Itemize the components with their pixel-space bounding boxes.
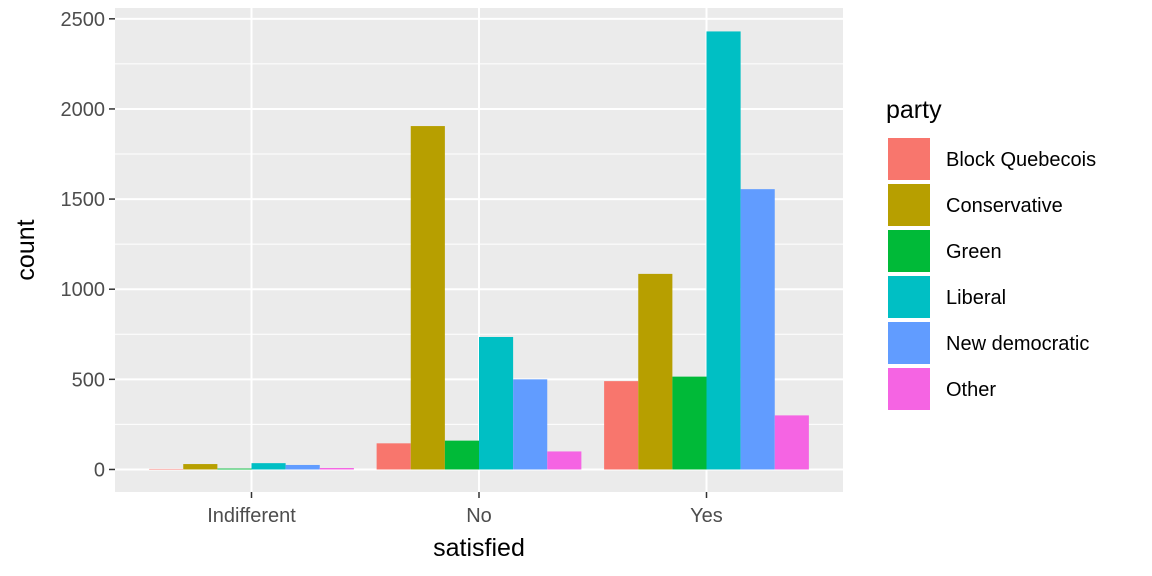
y-tick-label: 500 xyxy=(72,369,105,391)
y-tick-label: 1500 xyxy=(61,189,106,211)
legend-key xyxy=(886,136,932,182)
bar xyxy=(149,468,184,470)
legend-label: Green xyxy=(946,241,1002,263)
y-axis: 0 500 1000 1500 2000 2500 xyxy=(61,9,115,481)
legend-key xyxy=(886,366,932,412)
legend-key xyxy=(886,182,932,228)
y-tick-label: 2000 xyxy=(61,99,106,121)
bar xyxy=(706,31,741,470)
legend-label: Liberal xyxy=(946,287,1006,309)
bar xyxy=(672,376,707,470)
legend-label: Conservative xyxy=(946,195,1063,217)
x-axis-title: satisfied xyxy=(433,534,525,562)
bar xyxy=(513,379,548,470)
x-tick-label: Yes xyxy=(690,505,723,527)
y-axis-title: count xyxy=(12,219,40,280)
bar xyxy=(604,381,639,470)
bar xyxy=(774,415,809,470)
bar xyxy=(217,468,252,470)
legend-label: Block Quebecois xyxy=(946,149,1096,171)
y-tick-label: 0 xyxy=(94,459,105,481)
bar xyxy=(547,451,582,470)
x-tick-label: No xyxy=(466,505,492,527)
bar xyxy=(251,463,286,470)
legend: party Block Quebecois Conservative Green Li… xyxy=(886,96,1096,412)
x-axis: Indifferent No Yes xyxy=(207,492,723,527)
legend-label: Other xyxy=(946,379,996,401)
x-tick-label: Indifferent xyxy=(207,505,296,527)
bar xyxy=(479,336,514,470)
bar xyxy=(376,443,411,470)
legend-label: New democratic xyxy=(946,333,1089,355)
y-tick-label: 1000 xyxy=(61,279,106,301)
y-tick-label: 2500 xyxy=(61,9,106,31)
legend-key xyxy=(886,320,932,366)
bar xyxy=(638,273,673,470)
legend-key xyxy=(886,274,932,320)
bar xyxy=(444,440,479,470)
legend-title: party xyxy=(886,96,942,124)
bar xyxy=(319,468,354,470)
legend-key xyxy=(886,228,932,274)
bars xyxy=(149,31,809,470)
bar xyxy=(285,464,320,470)
bar xyxy=(183,464,218,470)
bar xyxy=(410,126,445,470)
bar xyxy=(740,189,775,470)
